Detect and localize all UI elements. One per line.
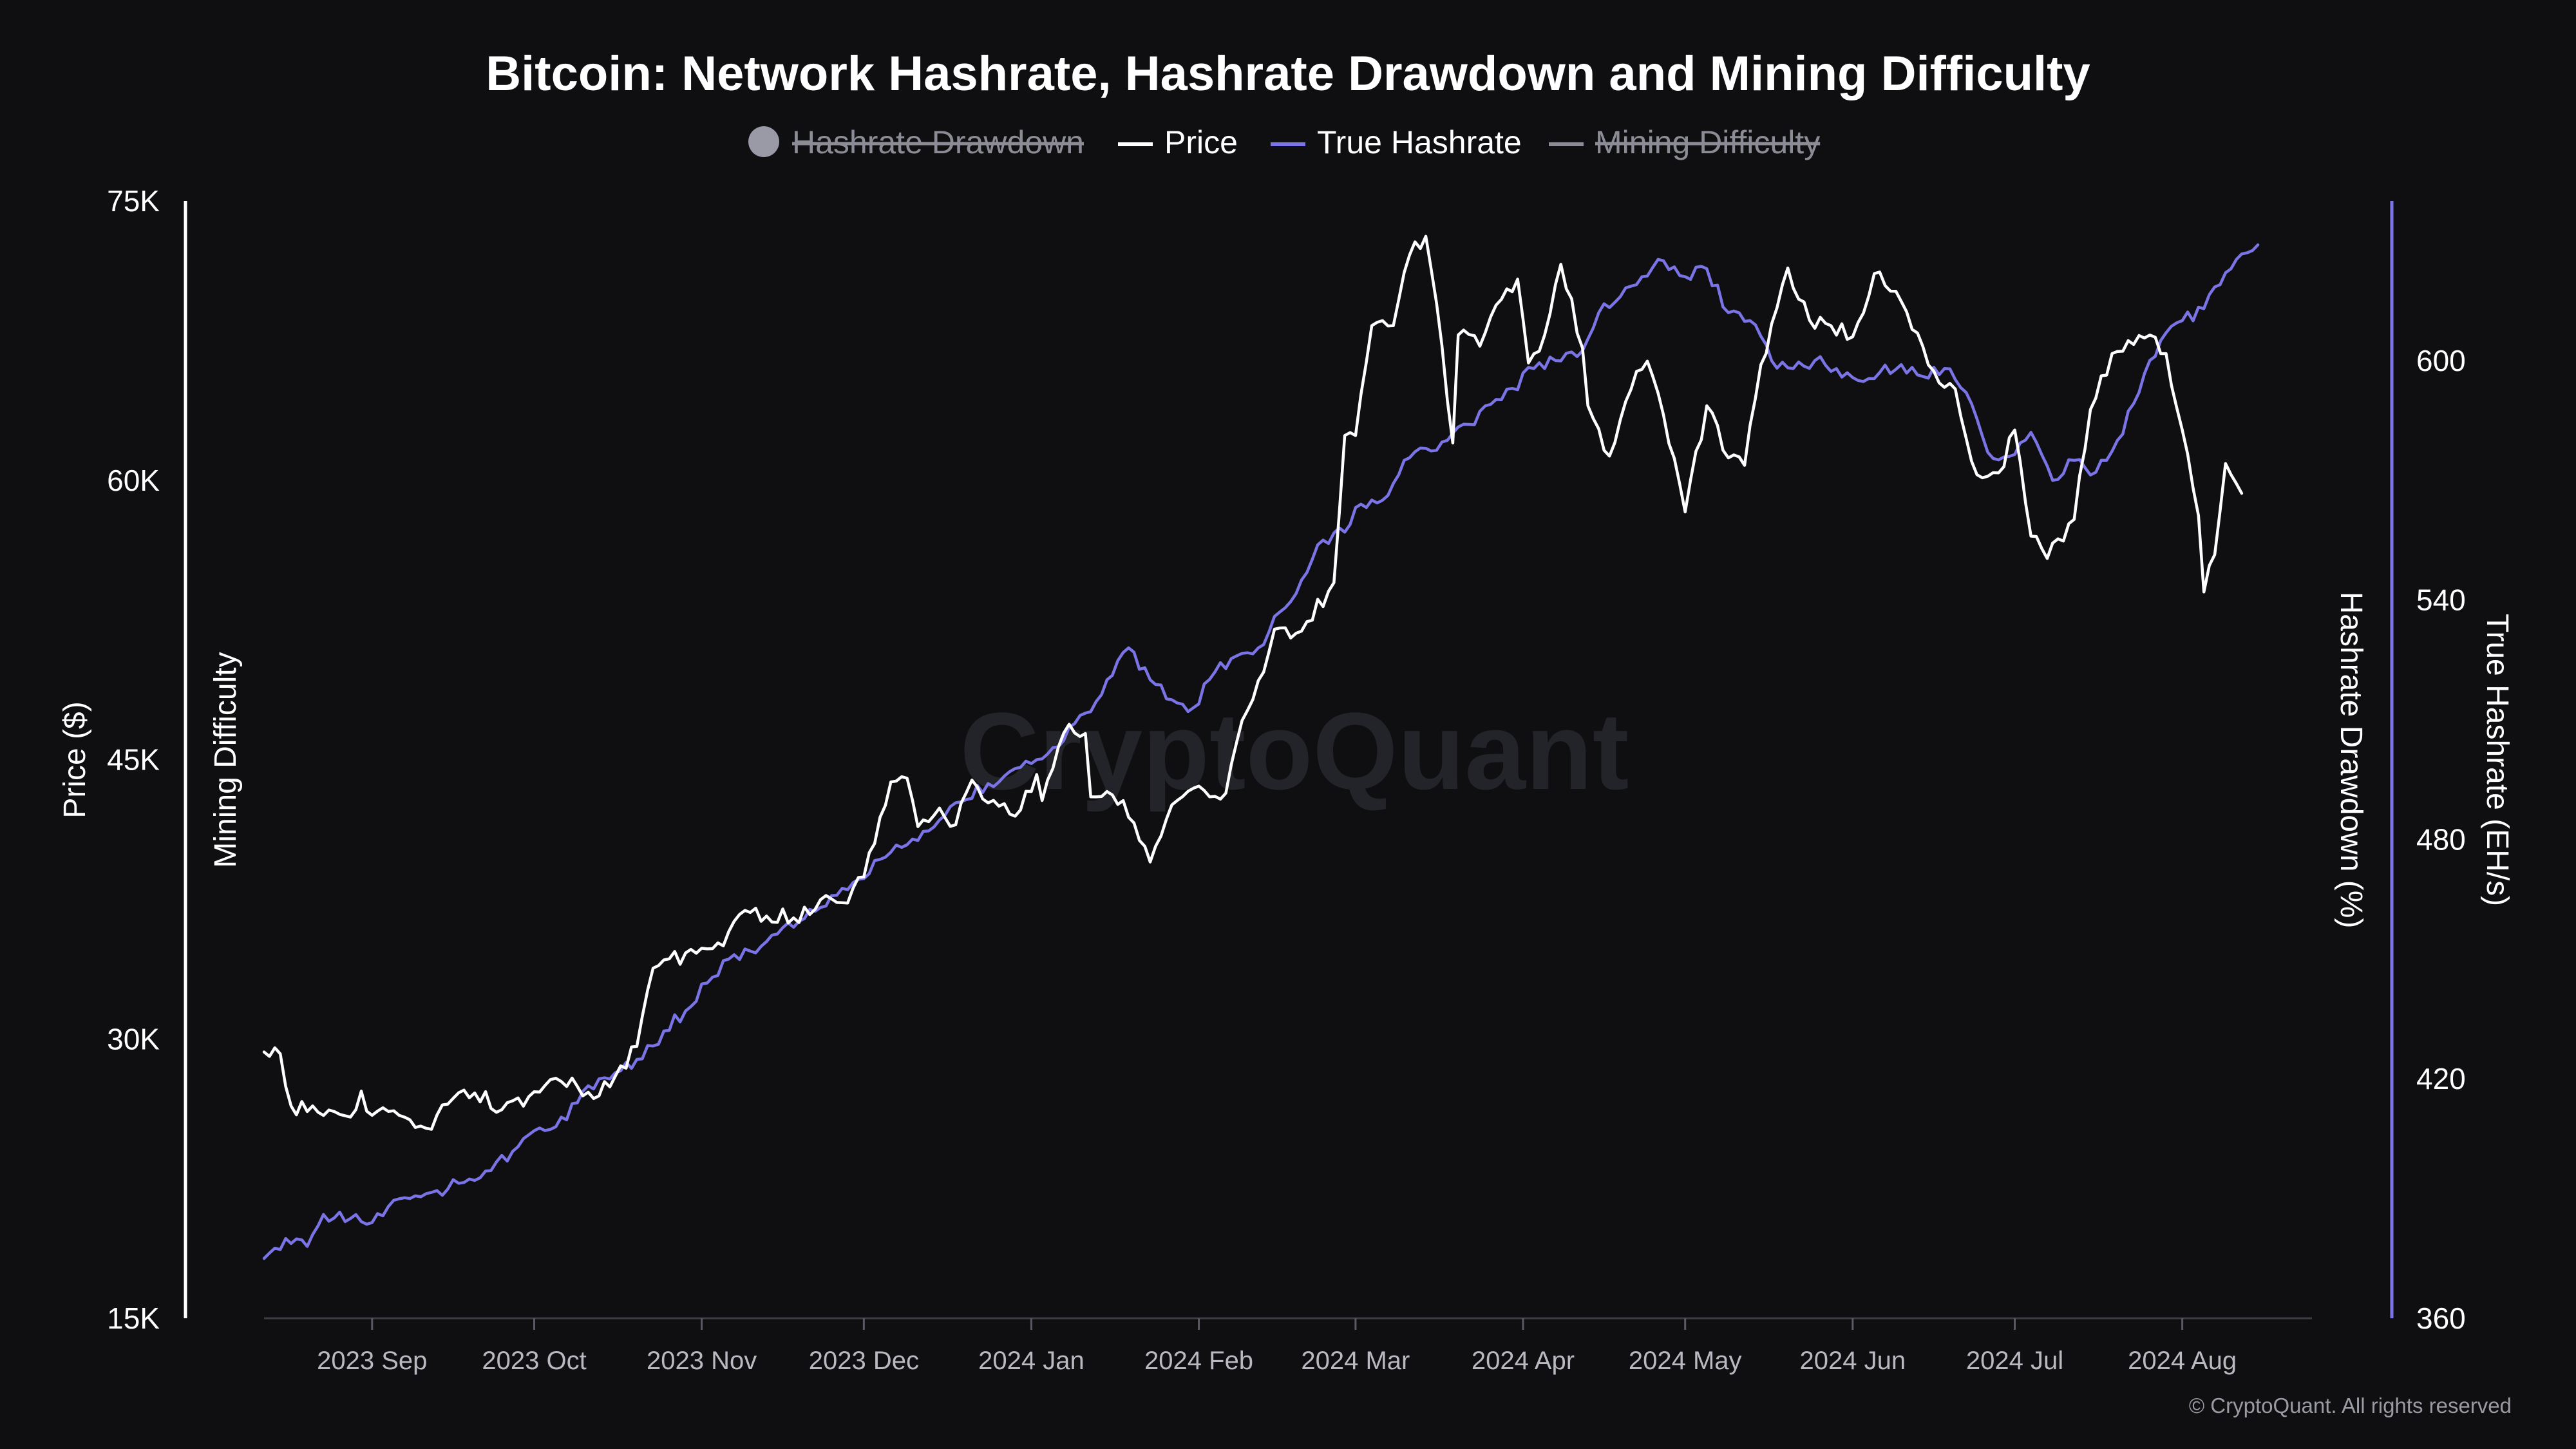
legend-item-price[interactable]: Price <box>1118 124 1238 160</box>
right-tick-label: 480 <box>2416 822 2466 856</box>
chart-title: Bitcoin: Network Hashrate, Hashrate Draw… <box>486 46 2090 101</box>
right-axis-ticks: 600 540 480 420 360 <box>2416 344 2466 1335</box>
right-axis-title-hashrate-drawdown: Hashrate Drawdown (%) <box>2334 592 2368 929</box>
copyright-credit: © CryptoQuant. All rights reserved <box>2189 1394 2512 1417</box>
series-layer <box>262 234 2260 1260</box>
legend: Hashrate Drawdown Price True Hashrate Mi… <box>748 124 1820 160</box>
left-axis-ticks: 75K 60K 45K 30K 15K <box>107 184 160 1335</box>
legend-label-price: Price <box>1164 124 1238 160</box>
series-line-price <box>262 234 2244 1131</box>
left-tick-label: 45K <box>107 743 160 777</box>
x-tick-label: 2023 Dec <box>809 1347 919 1375</box>
right-axis-title-true-hashrate: True Hashrate (EH/s) <box>2480 614 2514 906</box>
legend-label-hashrate-drawdown: Hashrate Drawdown <box>792 124 1084 160</box>
right-tick-label: 600 <box>2416 344 2466 377</box>
x-tick-label: 2024 Mar <box>1301 1347 1410 1375</box>
x-tick-label: 2024 May <box>1629 1347 1742 1375</box>
legend-item-true-hashrate[interactable]: True Hashrate <box>1271 124 1522 160</box>
right-tick-label: 360 <box>2416 1302 2466 1335</box>
legend-label-true-hashrate: True Hashrate <box>1317 124 1522 160</box>
legend-label-mining-difficulty: Mining Difficulty <box>1595 124 1820 160</box>
x-tick-label: 2023 Oct <box>482 1347 586 1375</box>
legend-item-hashrate-drawdown[interactable]: Hashrate Drawdown <box>748 124 1084 160</box>
x-tick-label: 2023 Nov <box>647 1347 757 1375</box>
x-tick-label: 2023 Sep <box>317 1347 427 1375</box>
x-tick-label: 2024 Jul <box>1966 1347 2063 1375</box>
x-axis-ticks: 2023 Sep 2023 Oct 2023 Nov 2023 Dec 2024 Jan… <box>317 1318 2237 1375</box>
x-tick-label: 2024 Feb <box>1144 1347 1253 1375</box>
watermark: CryptoQuant <box>960 690 1629 813</box>
x-tick-label: 2024 Jan <box>978 1347 1084 1375</box>
x-tick-label: 2024 Apr <box>1472 1347 1575 1375</box>
left-axis-title-mining-difficulty: Mining Difficulty <box>209 652 243 867</box>
legend-marker-hashrate-drawdown <box>748 126 779 157</box>
x-tick-label: 2024 Aug <box>2128 1347 2237 1375</box>
left-axis-title-price: Price ($) <box>58 701 92 818</box>
left-tick-label: 75K <box>107 184 160 218</box>
right-tick-label: 420 <box>2416 1062 2466 1095</box>
legend-item-mining-difficulty[interactable]: Mining Difficulty <box>1549 124 1820 160</box>
right-tick-label: 540 <box>2416 583 2466 617</box>
left-tick-label: 15K <box>107 1302 160 1335</box>
series-line-true-hashrate <box>262 243 2260 1260</box>
x-tick-label: 2024 Jun <box>1800 1347 1906 1375</box>
left-tick-label: 30K <box>107 1022 160 1056</box>
left-tick-label: 60K <box>107 464 160 497</box>
